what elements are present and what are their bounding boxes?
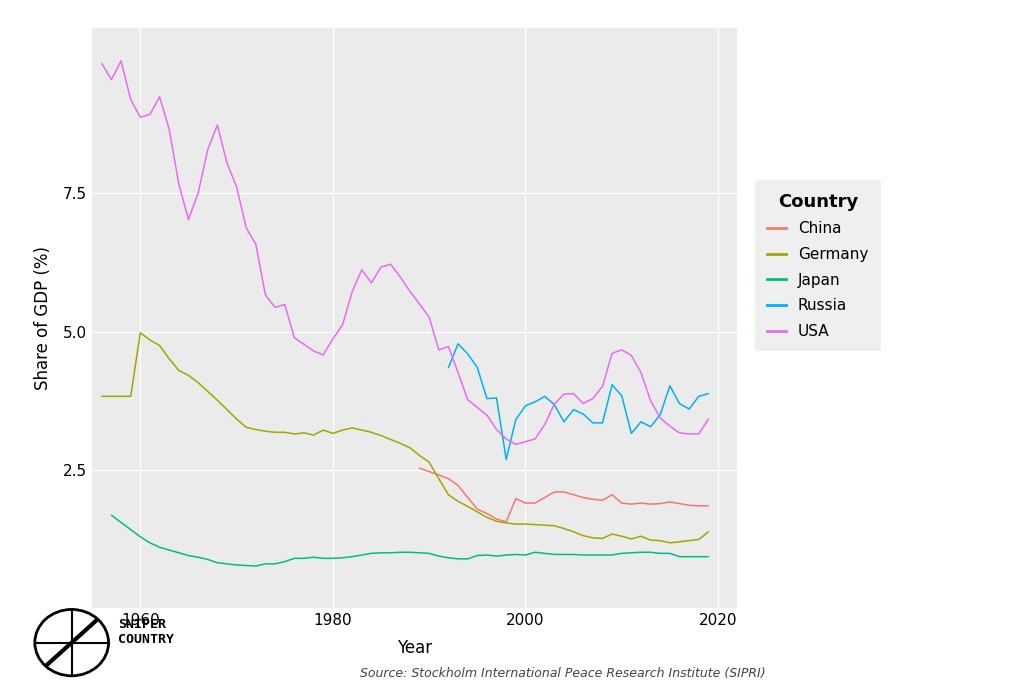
Germany — [702, 528, 715, 536]
China — [471, 505, 483, 513]
Line: Japan: Japan — [112, 515, 709, 566]
China — [596, 496, 608, 504]
Russia — [674, 399, 686, 408]
Russia — [626, 429, 638, 437]
China — [519, 499, 531, 507]
Text: SNIPER
COUNTRY: SNIPER COUNTRY — [118, 618, 174, 647]
Japan — [702, 553, 715, 561]
China — [606, 491, 618, 499]
China — [587, 495, 599, 503]
China — [423, 467, 435, 475]
China — [683, 501, 695, 509]
China — [452, 481, 464, 489]
Russia — [635, 417, 647, 426]
Germany — [95, 392, 108, 401]
China — [567, 491, 580, 499]
Russia — [510, 415, 522, 424]
Russia — [654, 410, 667, 419]
Y-axis label: Share of GDP (%): Share of GDP (%) — [34, 246, 52, 390]
Line: Germany: Germany — [101, 333, 709, 543]
USA — [355, 265, 368, 274]
China — [558, 488, 570, 496]
China — [462, 493, 474, 502]
Russia — [606, 381, 618, 389]
Russia — [442, 363, 455, 372]
Russia — [644, 423, 656, 431]
Germany — [500, 519, 512, 527]
Russia — [548, 401, 560, 409]
China — [414, 464, 426, 473]
China — [433, 471, 445, 479]
Japan — [394, 548, 407, 556]
Russia — [587, 419, 599, 427]
USA — [95, 59, 108, 68]
Japan — [692, 553, 705, 561]
Germany — [403, 444, 416, 452]
Legend: China, Germany, Japan, Russia, USA: China, Germany, Japan, Russia, USA — [755, 180, 881, 351]
Russia — [481, 395, 494, 403]
USA — [702, 415, 715, 423]
China — [664, 498, 676, 506]
Japan — [250, 562, 262, 570]
China — [548, 488, 560, 496]
Germany — [355, 426, 368, 434]
China — [644, 500, 656, 509]
USA — [490, 426, 503, 434]
Japan — [529, 548, 542, 556]
China — [442, 475, 455, 483]
Russia — [578, 410, 590, 418]
USA — [403, 287, 416, 296]
Russia — [683, 405, 695, 413]
Russia — [558, 417, 570, 426]
Russia — [664, 381, 676, 390]
Germany — [134, 329, 146, 337]
Japan — [298, 554, 310, 562]
Japan — [279, 558, 291, 566]
Russia — [539, 392, 551, 401]
Russia — [702, 390, 715, 398]
Germany — [490, 517, 503, 525]
Russia — [462, 350, 474, 358]
China — [578, 493, 590, 502]
Line: USA: USA — [101, 61, 709, 444]
Germany — [442, 491, 455, 499]
Germany — [182, 371, 195, 379]
USA — [510, 440, 522, 448]
USA — [442, 343, 455, 351]
Russia — [500, 455, 512, 464]
China — [626, 500, 638, 509]
China — [692, 502, 705, 510]
China — [674, 500, 686, 508]
Line: China: China — [420, 468, 709, 522]
Russia — [596, 419, 608, 427]
Russia — [452, 340, 464, 348]
Russia — [529, 398, 542, 406]
USA — [500, 435, 512, 443]
China — [481, 509, 494, 518]
USA — [115, 57, 127, 65]
Russia — [519, 401, 531, 410]
Line: Russia: Russia — [449, 344, 709, 460]
China — [490, 515, 503, 523]
USA — [182, 216, 195, 224]
Japan — [105, 511, 118, 520]
China — [702, 502, 715, 510]
China — [635, 499, 647, 507]
Russia — [490, 394, 503, 402]
Russia — [567, 406, 580, 414]
Japan — [414, 549, 426, 557]
Germany — [664, 539, 676, 547]
X-axis label: Year: Year — [397, 639, 432, 657]
Russia — [615, 392, 628, 400]
China — [539, 493, 551, 502]
Russia — [692, 392, 705, 401]
China — [510, 495, 522, 503]
China — [654, 500, 667, 508]
China — [500, 518, 512, 526]
China — [529, 499, 542, 507]
China — [615, 499, 628, 507]
Russia — [471, 363, 483, 372]
Text: Source: Stockholm International Peace Research Institute (SIPRI): Source: Stockholm International Peace Re… — [360, 668, 766, 680]
